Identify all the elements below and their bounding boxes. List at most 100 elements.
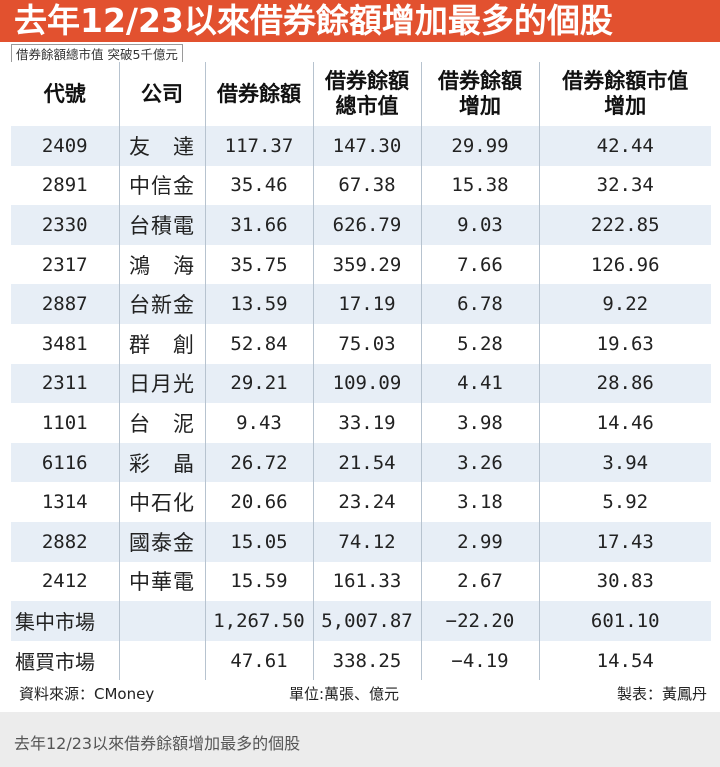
value-cell: 626.79 <box>312 205 421 245</box>
value-cell: 9.03 <box>420 205 539 245</box>
stock-code: 2330 <box>11 205 119 245</box>
value-cell: 17.43 <box>538 521 711 562</box>
maker-note: 製表：黃鳳丹 <box>616 685 707 703</box>
page-title: 去年12/23以來借券餘額增加最多的個股 <box>14 1 613 40</box>
stock-code: 2311 <box>11 363 119 404</box>
table-row: 2882 國泰金 15.05 74.12 2.99 17.43 <box>11 521 711 562</box>
table-row: 2887 台新金 13.59 17.19 6.78 9.22 <box>11 284 711 324</box>
value-cell: 109.09 <box>312 363 421 404</box>
company-name: 群 創 <box>118 323 205 364</box>
company-name: 台新金 <box>118 284 205 324</box>
column-header: 借券餘額 <box>204 62 313 126</box>
stock-code: 2887 <box>11 284 119 324</box>
value-cell: 3.94 <box>538 442 711 483</box>
value-cell: 47.61 <box>204 640 313 681</box>
value-cell: 31.66 <box>204 205 313 245</box>
value-cell: 20.66 <box>204 482 313 522</box>
value-cell: 26.72 <box>204 442 313 483</box>
stock-code: 2412 <box>11 561 119 602</box>
stock-code: 3481 <box>11 323 119 364</box>
value-cell: 15.38 <box>420 165 539 206</box>
company-name: 鴻 海 <box>118 244 205 285</box>
value-cell: 3.98 <box>420 403 539 443</box>
company-name: 國泰金 <box>118 521 205 562</box>
table-row: 2311 日月光 29.21 109.09 4.41 28.86 <box>11 363 711 404</box>
value-cell: 33.19 <box>312 403 421 443</box>
value-cell: 117.37 <box>204 126 313 166</box>
value-cell: 23.24 <box>312 482 421 522</box>
caption-bar: 去年12/23以來借券餘額增加最多的個股 <box>0 712 720 767</box>
value-cell: 19.63 <box>538 323 711 364</box>
subtitle-label: 借券餘額總市值 突破5千億元 <box>11 44 183 66</box>
stock-code: 1101 <box>11 403 119 443</box>
value-cell: 29.21 <box>204 363 313 404</box>
value-cell: 35.75 <box>204 244 313 285</box>
stock-code: 2882 <box>11 521 119 562</box>
value-cell: 15.05 <box>204 521 313 562</box>
value-cell: 30.83 <box>538 561 711 602</box>
infographic: 去年12/23以來借券餘額增加最多的個股 借券餘額總市值 突破5千億元 代號 公司… <box>0 0 720 707</box>
company-name: 彩 晶 <box>118 442 205 483</box>
value-cell: 28.86 <box>538 363 711 404</box>
value-cell: 601.10 <box>538 601 711 641</box>
title-bar: 去年12/23以來借券餘額增加最多的個股 <box>0 0 720 42</box>
stock-code: 2409 <box>11 126 119 166</box>
company-name <box>118 601 205 641</box>
value-cell: 5,007.87 <box>312 601 421 641</box>
value-cell: 3.18 <box>420 482 539 522</box>
value-cell: 17.19 <box>312 284 421 324</box>
table-row: 1314 中石化 20.66 23.24 3.18 5.92 <box>11 482 711 522</box>
table-row: 2412 中華電 15.59 161.33 2.67 30.83 <box>11 561 711 602</box>
value-cell: 13.59 <box>204 284 313 324</box>
value-cell: 222.85 <box>538 205 711 245</box>
column-header: 借券餘額 增加 <box>420 62 539 126</box>
value-cell: 15.59 <box>204 561 313 602</box>
value-cell: 9.43 <box>204 403 313 443</box>
value-cell: 5.92 <box>538 482 711 522</box>
value-cell: −4.19 <box>420 640 539 681</box>
stock-code: 2891 <box>11 165 119 206</box>
value-cell: 4.41 <box>420 363 539 404</box>
value-cell: 75.03 <box>312 323 421 364</box>
table-row: 2317 鴻 海 35.75 359.29 7.66 126.96 <box>11 244 711 285</box>
column-header: 公司 <box>118 62 205 126</box>
value-cell: 29.99 <box>420 126 539 166</box>
table-body: 2409 友 達 117.37 147.30 29.99 42.44 2891 中信金 35.4… <box>11 126 711 681</box>
unit-note: 單位:萬張、億元 <box>289 685 400 703</box>
table-row: 6116 彩 晶 26.72 21.54 3.26 3.94 <box>11 442 711 483</box>
company-name: 台 泥 <box>118 403 205 443</box>
column-header: 借券餘額 總市值 <box>312 62 421 126</box>
source-note: 資料來源：CMoney <box>19 685 155 703</box>
company-name: 中華電 <box>118 561 205 602</box>
value-cell: 161.33 <box>312 561 421 602</box>
value-cell: 32.34 <box>538 165 711 206</box>
table-row: 2330 台積電 31.66 626.79 9.03 222.85 <box>11 205 711 245</box>
company-name: 中信金 <box>118 165 205 206</box>
value-cell: 147.30 <box>312 126 421 166</box>
table-row: 2409 友 達 117.37 147.30 29.99 42.44 <box>11 126 711 166</box>
value-cell: 359.29 <box>312 244 421 285</box>
market-name: 集中市場 <box>11 601 119 641</box>
stock-code: 1314 <box>11 482 119 522</box>
value-cell: 3.26 <box>420 442 539 483</box>
value-cell: 35.46 <box>204 165 313 206</box>
company-name: 中石化 <box>118 482 205 522</box>
image-caption: 去年12/23以來借券餘額增加最多的個股 <box>14 734 301 753</box>
value-cell: 2.99 <box>420 521 539 562</box>
value-cell: 74.12 <box>312 521 421 562</box>
table-row: 2891 中信金 35.46 67.38 15.38 32.34 <box>11 165 711 206</box>
value-cell: 21.54 <box>312 442 421 483</box>
value-cell: 67.38 <box>312 165 421 206</box>
footer: 資料來源：CMoney 單位:萬張、億元 製表：黃鳳丹 <box>11 681 711 707</box>
summary-row: 櫃買市場 47.61 338.25 −4.19 14.54 <box>11 640 711 681</box>
company-name <box>118 640 205 681</box>
table-row: 1101 台 泥 9.43 33.19 3.98 14.46 <box>11 403 711 443</box>
value-cell: 2.67 <box>420 561 539 602</box>
value-cell: 6.78 <box>420 284 539 324</box>
value-cell: 7.66 <box>420 244 539 285</box>
summary-row: 集中市場 1,267.50 5,007.87 −22.20 601.10 <box>11 601 711 641</box>
value-cell: 5.28 <box>420 323 539 364</box>
table-header-row: 代號 公司 借券餘額 借券餘額 總市值 借券餘額 增加 借券餘額市值 增加 <box>11 62 711 126</box>
value-cell: 1,267.50 <box>204 601 313 641</box>
